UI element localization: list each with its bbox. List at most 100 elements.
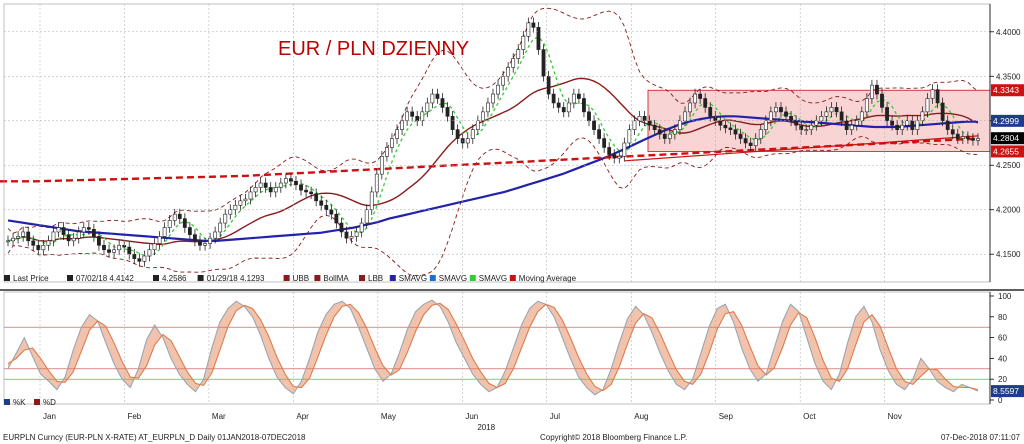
stoch-k-line [7, 299, 979, 396]
candle-body [864, 98, 869, 113]
candle-body [445, 107, 450, 117]
candle-body [273, 187, 278, 193]
stoch-legend-swatch [34, 399, 40, 405]
candle-body [223, 213, 228, 224]
candle-body [516, 49, 521, 59]
candle-body [950, 129, 955, 135]
candle-body [304, 189, 308, 193]
candle-body [683, 111, 687, 122]
price-tag-label: 4.2655 [993, 146, 1019, 156]
stoch-y-tick-label: 80 [998, 313, 1007, 322]
candle-body [496, 84, 500, 95]
price-tag [991, 84, 1024, 97]
candle-body [551, 93, 556, 104]
candle-body [925, 98, 930, 113]
candle-body [561, 107, 566, 113]
candle-body [501, 75, 506, 86]
candle-body [278, 182, 283, 188]
candle-body [218, 222, 223, 233]
candle-body [672, 129, 677, 135]
candle-body [21, 231, 26, 237]
candle-body [415, 116, 420, 122]
stoch-y-tick-label: 20 [998, 375, 1007, 384]
y-tick-label: 4.2500 [996, 161, 1021, 170]
candle-body [258, 182, 263, 188]
candle-body [733, 129, 738, 135]
candle-body [890, 120, 895, 126]
candle-body [637, 116, 642, 122]
stoch-value-label: 8.5597 [993, 386, 1019, 396]
legend-swatch [197, 275, 204, 281]
candle-body [157, 236, 162, 244]
candle-body [455, 129, 460, 139]
legend-label: SMAVG [399, 274, 427, 283]
candle-body [566, 102, 571, 113]
candle-body [440, 98, 445, 108]
candle-body [470, 129, 475, 139]
stoch-y-tick-label: 0 [998, 396, 1003, 405]
candle-body [430, 93, 435, 104]
legend-label: SMAVG [479, 274, 507, 283]
candle-body [915, 120, 920, 130]
candle-body [940, 102, 945, 122]
candle-body [531, 22, 536, 28]
stoch-legend-label: %D [43, 398, 56, 407]
candle-body [794, 120, 799, 126]
candle-body [587, 111, 591, 122]
candle-body [763, 120, 768, 130]
candle-body [753, 138, 758, 146]
candle-body [809, 124, 814, 130]
candle-body [112, 249, 116, 253]
month-label: May [381, 412, 396, 421]
legend-label: UBB [293, 274, 309, 283]
candle-body [703, 98, 708, 108]
stoch-legend-label: %K [13, 398, 26, 407]
candle-body [662, 133, 667, 139]
candle-body [122, 245, 127, 248]
candle-body [395, 129, 399, 139]
candle-body [6, 240, 10, 243]
candle-body [799, 124, 804, 130]
candle-body [51, 231, 56, 242]
stochastic-panel [4, 299, 990, 396]
candle-body [895, 124, 900, 130]
candle-body [728, 127, 733, 130]
candle-body [268, 187, 273, 193]
candle-body [556, 102, 561, 108]
candle-body [213, 231, 218, 239]
candle-body [526, 22, 531, 37]
candle-body [521, 35, 526, 50]
candle-body [203, 243, 207, 246]
candle-body [187, 227, 192, 235]
candle-body [263, 182, 268, 188]
candle-body [344, 231, 349, 239]
candle-body [137, 258, 142, 262]
candle-body [253, 187, 258, 193]
candle-body [910, 120, 915, 130]
candle-body [66, 234, 71, 242]
legend-label: LBB [368, 274, 383, 283]
candle-body [56, 227, 61, 233]
month-label: Oct [803, 412, 816, 421]
legend-swatch [4, 275, 10, 281]
stoch-d-line [7, 302, 979, 392]
candle-body [294, 180, 298, 186]
stoch-y-tick-label: 60 [998, 334, 1007, 343]
footer-center: Copyright© 2018 Bloomberg Finance L.P. [540, 433, 687, 442]
candle-body [425, 102, 430, 113]
candle-body [617, 156, 622, 159]
candle-body [875, 84, 879, 95]
candle-body [486, 102, 490, 113]
candle-body [834, 107, 839, 113]
y-tick-label: 4.2000 [996, 206, 1021, 215]
candle-body [127, 246, 132, 255]
candle-body [582, 98, 586, 113]
candle-body [228, 209, 233, 215]
candle-body [870, 84, 874, 99]
candle-body [657, 129, 662, 135]
candle-body [748, 142, 753, 146]
trend-line [624, 135, 979, 162]
candle-body [167, 220, 172, 228]
stoch-value-tag [991, 385, 1024, 398]
candle-body [632, 120, 637, 130]
